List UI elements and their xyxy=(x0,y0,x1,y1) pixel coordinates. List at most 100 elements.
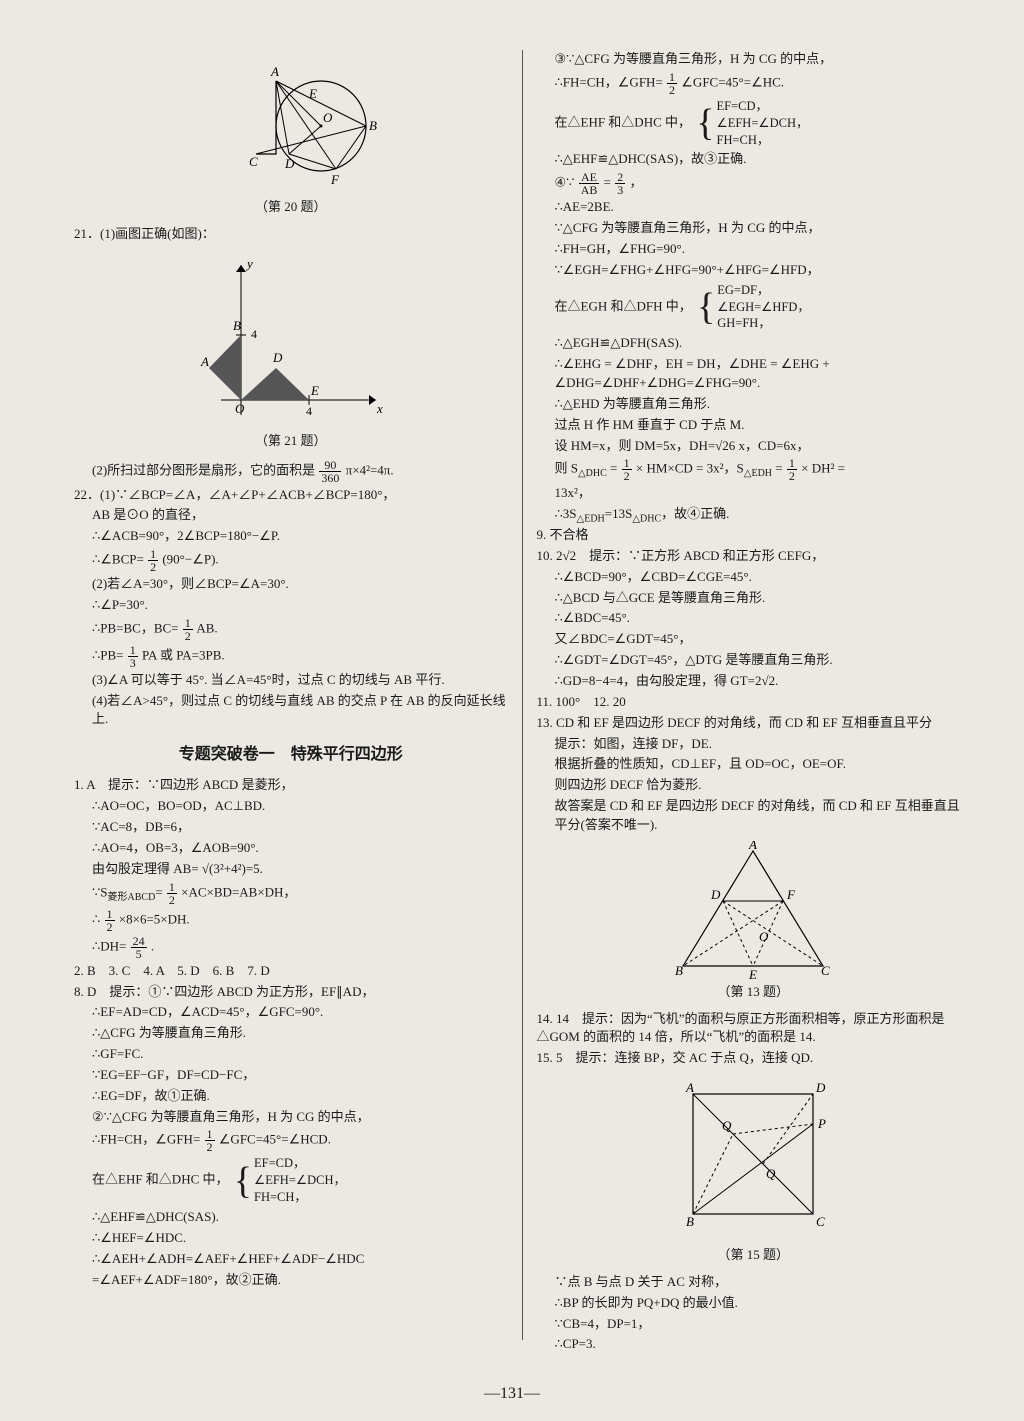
sub: △DHC xyxy=(578,468,607,479)
text: PA 或 PA=3PB. xyxy=(142,647,225,662)
r22: ∴△BCD 与△GCE 是等腰直角三角形. xyxy=(555,589,971,608)
svg-text:O: O xyxy=(235,401,245,416)
text: (90°−∠P). xyxy=(162,552,218,567)
svg-text:D: D xyxy=(284,156,295,171)
r33: 14. 14 提示：因为“飞机”的面积与原正方形面积相等，原正方形面积是△GOM… xyxy=(537,1010,971,1048)
text: π×4²=4π. xyxy=(346,462,394,477)
frac-ae-ab: AEAB xyxy=(579,171,600,196)
case-row: ∠EFH=∠DCH， xyxy=(254,1172,346,1189)
r31: 则四边形 DECF 恰为菱形. xyxy=(555,776,971,795)
svg-text:4: 4 xyxy=(306,404,312,418)
svg-text:x: x xyxy=(376,401,383,416)
right-column: ③∵△CFG 为等腰直角三角形，H 为 CG 的中点， ∴FH=CH，∠GFH=… xyxy=(523,50,985,1340)
text: ∴ xyxy=(92,911,100,926)
two-column-layout: A B C D E F O （第 20 题） 21．(1)画图正确(如图)： xyxy=(60,50,984,1340)
svg-text:B: B xyxy=(369,118,377,133)
text: 在△EGH 和△DFH 中， xyxy=(555,298,692,313)
text: ∴DH= xyxy=(92,938,126,953)
q21-part1: 21．(1)画图正确(如图)： xyxy=(74,225,508,244)
case-row: GH=FH， xyxy=(717,315,810,332)
q22-1c: ∴∠ACB=90°，2∠BCP=180°−∠P. xyxy=(92,527,508,546)
text: = xyxy=(155,884,162,899)
case-3: { EG=DF， ∠EGH=∠HFD， GH=FH， xyxy=(697,282,810,333)
frac-90-360: 90360 xyxy=(319,459,341,484)
r24: 又∠BDC=∠GDT=45°， xyxy=(555,630,971,649)
r9: ∵∠EGH=∠FHG+∠HFG=90°+∠HFG=∠HFD， xyxy=(555,261,971,280)
svg-text:A: A xyxy=(748,841,757,852)
svg-text:D: D xyxy=(815,1080,826,1095)
s14: ∵EG=EF−GF，DF=CD−FC， xyxy=(92,1066,508,1085)
figure-21: O A B D E x y 4 4 xyxy=(74,250,508,430)
frac-1-2: 12 xyxy=(205,1128,215,1153)
r30: 根据折叠的性质知，CD⊥EF，且 OD=OC，OE=OF. xyxy=(555,755,971,774)
s5: 由勾股定理得 AB= √(3²+4²)=5. xyxy=(92,860,508,879)
text: 在△EHF 和△DHC 中， xyxy=(92,1172,229,1187)
frac-1-2: 12 xyxy=(167,881,177,906)
r6: ∴AE=2BE. xyxy=(555,198,971,217)
r20: 10. 2√2 提示：∵正方形 ABCD 和正方形 CEFG， xyxy=(537,547,971,566)
r1: ③∵△CFG 为等腰直角三角形，H 为 CG 的中点， xyxy=(555,50,971,69)
s12: ∴△CFG 为等腰直角三角形. xyxy=(92,1024,508,1043)
s15: ∴EG=DF，故①正确. xyxy=(92,1087,508,1106)
text: ∴∠BCP= xyxy=(92,552,144,567)
s19: ∴△EHF≌△DHC(SAS). xyxy=(92,1208,508,1227)
text: ∠GFC=45°=∠HC. xyxy=(681,74,784,89)
figure-20-svg: A B C D E F O xyxy=(191,56,391,196)
case-row: ∠EFH=∠DCH， xyxy=(717,115,809,132)
r4: ∴△EHF≌△DHC(SAS)，故③正确. xyxy=(555,150,971,169)
r5: ④∵ AEAB = 23 ， xyxy=(555,171,971,196)
q22-2c: ∴PB=BC，BC= 12 AB. xyxy=(92,617,508,642)
r38: ∴CP=3. xyxy=(555,1335,971,1354)
text: ∴PB=BC，BC= xyxy=(92,620,179,635)
text: 则 S xyxy=(555,461,578,476)
r26: ∴GD=8−4=4，由勾股定理，得 GT=2√2. xyxy=(555,672,971,691)
case-1: { EF=CD， ∠EFH=∠DCH， FH=CH， xyxy=(234,1155,346,1206)
text: ×8×6=5×DH. xyxy=(119,911,190,926)
r19: 9. 不合格 xyxy=(537,526,971,545)
q22-1a: 22．(1)∵∠BCP=∠A，∠A+∠P+∠ACB+∠BCP=180°， xyxy=(74,486,508,505)
q22-1d: ∴∠BCP= 12 (90°−∠P). xyxy=(92,548,508,573)
s2: ∴AO=OC，BO=OD，AC⊥BD. xyxy=(92,797,508,816)
frac-1-2: 12 xyxy=(667,71,677,96)
text: ∠GFC=45°=∠HCD. xyxy=(219,1132,331,1147)
figure-20-caption: （第 20 题） xyxy=(74,198,508,217)
figure-15-svg: A D B C P Q Q xyxy=(668,1074,838,1244)
sub: 菱形ABCD xyxy=(108,892,156,903)
svg-text:E: E xyxy=(310,383,319,398)
text: ，故④正确. xyxy=(661,506,729,521)
s7: ∴ 12 ×8×6=5×DH. xyxy=(92,908,508,933)
svg-text:A: A xyxy=(685,1080,694,1095)
text: =13S xyxy=(605,506,633,521)
r7: ∵△CFG 为等腰直角三角形，H 为 CG 的中点， xyxy=(555,219,971,238)
sub: △EDH xyxy=(577,514,605,525)
text: ∴3S xyxy=(555,506,577,521)
text: × DH² = xyxy=(801,461,845,476)
q22-2a: (2)若∠A=30°，则∠BCP=∠A=30°. xyxy=(92,575,508,594)
figure-21-caption: （第 21 题） xyxy=(74,432,508,451)
r32: 故答案是 CD 和 EF 是四边形 DECF 的对角线，而 CD 和 EF 互相… xyxy=(555,797,971,835)
svg-text:D: D xyxy=(710,887,721,902)
r18: ∴3S△EDH=13S△DHC，故④正确. xyxy=(555,505,971,524)
text: 在△EHF 和△DHC 中， xyxy=(555,114,692,129)
case-row: EG=DF， xyxy=(717,282,810,299)
q22-2d: ∴PB= 13 PA 或 PA=3PB. xyxy=(92,644,508,669)
s13: ∴GF=FC. xyxy=(92,1045,508,1064)
text: ∴FH=CH，∠GFH= xyxy=(92,1132,200,1147)
sub: △EDH xyxy=(744,468,772,479)
r36: ∴BP 的长即为 PQ+DQ 的最小值. xyxy=(555,1294,971,1313)
r23: ∴∠BDC=45°. xyxy=(555,609,971,628)
r28: 13. CD 和 EF 是四边形 DECF 的对角线，而 CD 和 EF 互相垂… xyxy=(537,714,971,733)
svg-text:D: D xyxy=(272,350,283,365)
r16: 则 S△DHC = 12 × HM×CD = 3x²，S△EDH = 12 × … xyxy=(555,457,971,482)
text: (2)所扫过部分图形是扇形，它的面积是 xyxy=(92,462,318,477)
q22-3: (3)∠A 可以等于 45°. 当∠A=45°时，过点 C 的切线与 AB 平行… xyxy=(92,671,508,690)
case-row: EF=CD， xyxy=(254,1155,346,1172)
svg-text:C: C xyxy=(249,154,258,169)
q22-2b: ∴∠P=30°. xyxy=(92,596,508,615)
figure-21-svg: O A B D E x y 4 4 xyxy=(191,250,391,430)
case-row: EF=CD， xyxy=(717,98,809,115)
text: 由勾股定理得 AB= xyxy=(92,861,199,876)
s16: ②∵△CFG 为等腰直角三角形，H 为 CG 的中点， xyxy=(92,1108,508,1127)
r11: ∴△EGH≌△DFH(SAS). xyxy=(555,334,971,353)
frac-1-2: 12 xyxy=(183,617,193,642)
